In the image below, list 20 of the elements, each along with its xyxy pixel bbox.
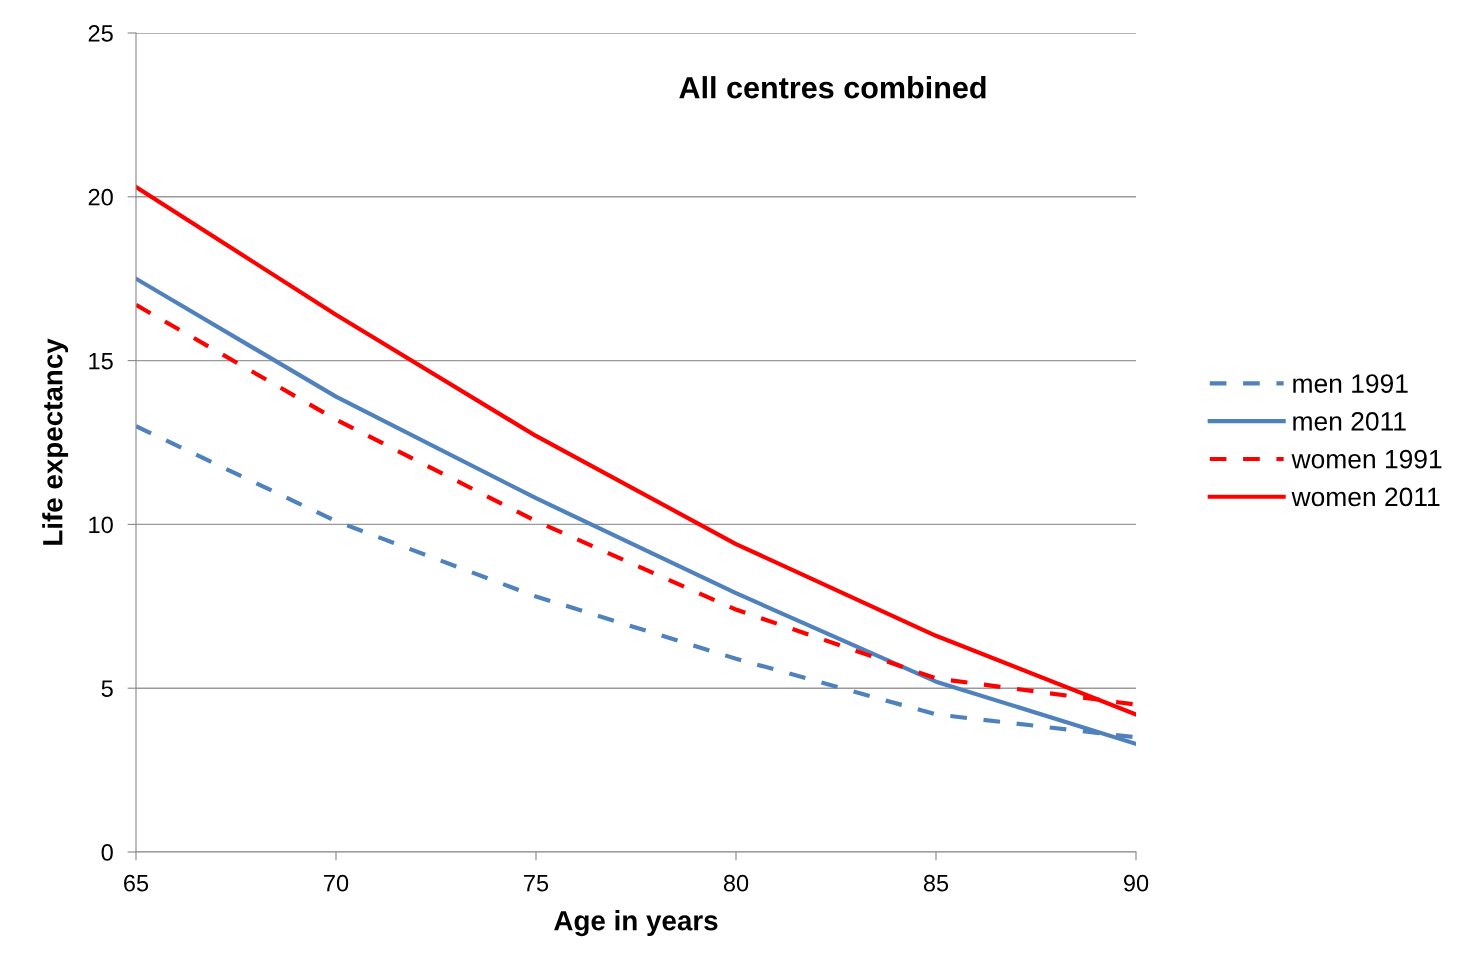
x-axis-title: Age in years [554,910,718,937]
x-tick-label: 70 [324,874,349,892]
x-tick-label: 85 [923,874,949,892]
x-tick-label: 80 [723,874,749,892]
legend-label: men 1991 [1293,374,1408,393]
y-tick-label: 10 [89,516,113,534]
y-tick-label: 20 [88,188,113,206]
legend-label: women 2011 [1291,487,1440,507]
y-axis-title: Life expectancy [42,338,69,545]
legend-label: women 1991 [1291,449,1442,469]
text: All centres combined [679,76,986,99]
y-tick-label: 0 [101,844,113,861]
x-tick-label: 90 [1123,874,1149,892]
y-tick-label: 15 [89,352,113,370]
x-tick-label: 65 [124,874,149,892]
line-series [136,184,1136,717]
x-tick-label: 75 [524,875,549,892]
y-tick-label: 25 [88,25,113,42]
y-tick-label: 5 [101,680,113,697]
legend-label: men 2011 [1293,412,1406,431]
